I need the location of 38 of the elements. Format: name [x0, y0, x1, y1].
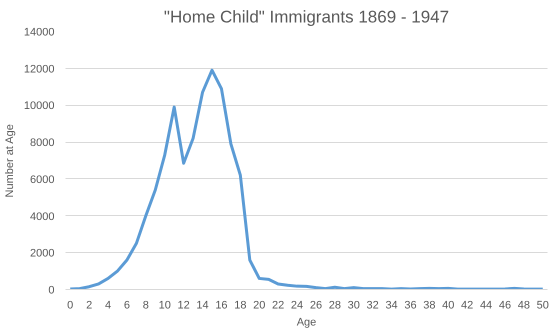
- x-tick-label: 12: [178, 300, 190, 312]
- x-tick-label: 10: [158, 300, 171, 312]
- x-tick-label: 18: [234, 300, 246, 312]
- x-tick-label: 26: [310, 300, 322, 312]
- x-tick-label: 38: [423, 300, 436, 312]
- x-tick-label: 44: [480, 300, 492, 312]
- x-tick-label: 20: [253, 300, 266, 312]
- x-tick-label: 34: [385, 300, 398, 312]
- y-tick-label: 10000: [24, 100, 55, 112]
- x-tick-label: 0: [67, 300, 74, 312]
- x-tick-label: 50: [536, 300, 549, 312]
- x-tick-label: 22: [272, 300, 284, 312]
- line-series: [68, 68, 544, 290]
- x-tick-label: 30: [348, 300, 360, 312]
- chart-title: "Home Child" Immigrants 1869 - 1947: [164, 8, 450, 26]
- x-tick-label: 6: [124, 300, 130, 312]
- x-tick-label: 32: [366, 300, 379, 312]
- x-tick-label: 2: [86, 300, 92, 312]
- x-axis-title: Age: [296, 316, 316, 328]
- y-tick-label: 0: [48, 284, 55, 296]
- y-tick-label: 12000: [24, 63, 55, 76]
- y-tick-label: 6000: [30, 174, 55, 186]
- x-tick-label: 36: [404, 300, 417, 312]
- x-tick-label: 40: [442, 300, 454, 312]
- x-tick-label: 24: [290, 300, 304, 312]
- y-axis-title: Number at Age: [4, 124, 16, 198]
- x-tick-label: 28: [328, 300, 341, 312]
- x-tick-label: 16: [215, 300, 228, 312]
- x-tick-label: 14: [196, 300, 209, 312]
- x-tick-label: 46: [498, 300, 512, 312]
- y-tick-label: 2000: [30, 248, 55, 260]
- y-tick-label: 8000: [30, 137, 55, 150]
- y-tick-label: 4000: [30, 210, 55, 223]
- y-tick-label: 14000: [24, 26, 55, 38]
- x-tick-label: 42: [461, 300, 474, 312]
- x-tick-label: 48: [518, 300, 530, 312]
- x-tick-label: 8: [142, 300, 149, 312]
- x-tick-label: 4: [104, 300, 112, 312]
